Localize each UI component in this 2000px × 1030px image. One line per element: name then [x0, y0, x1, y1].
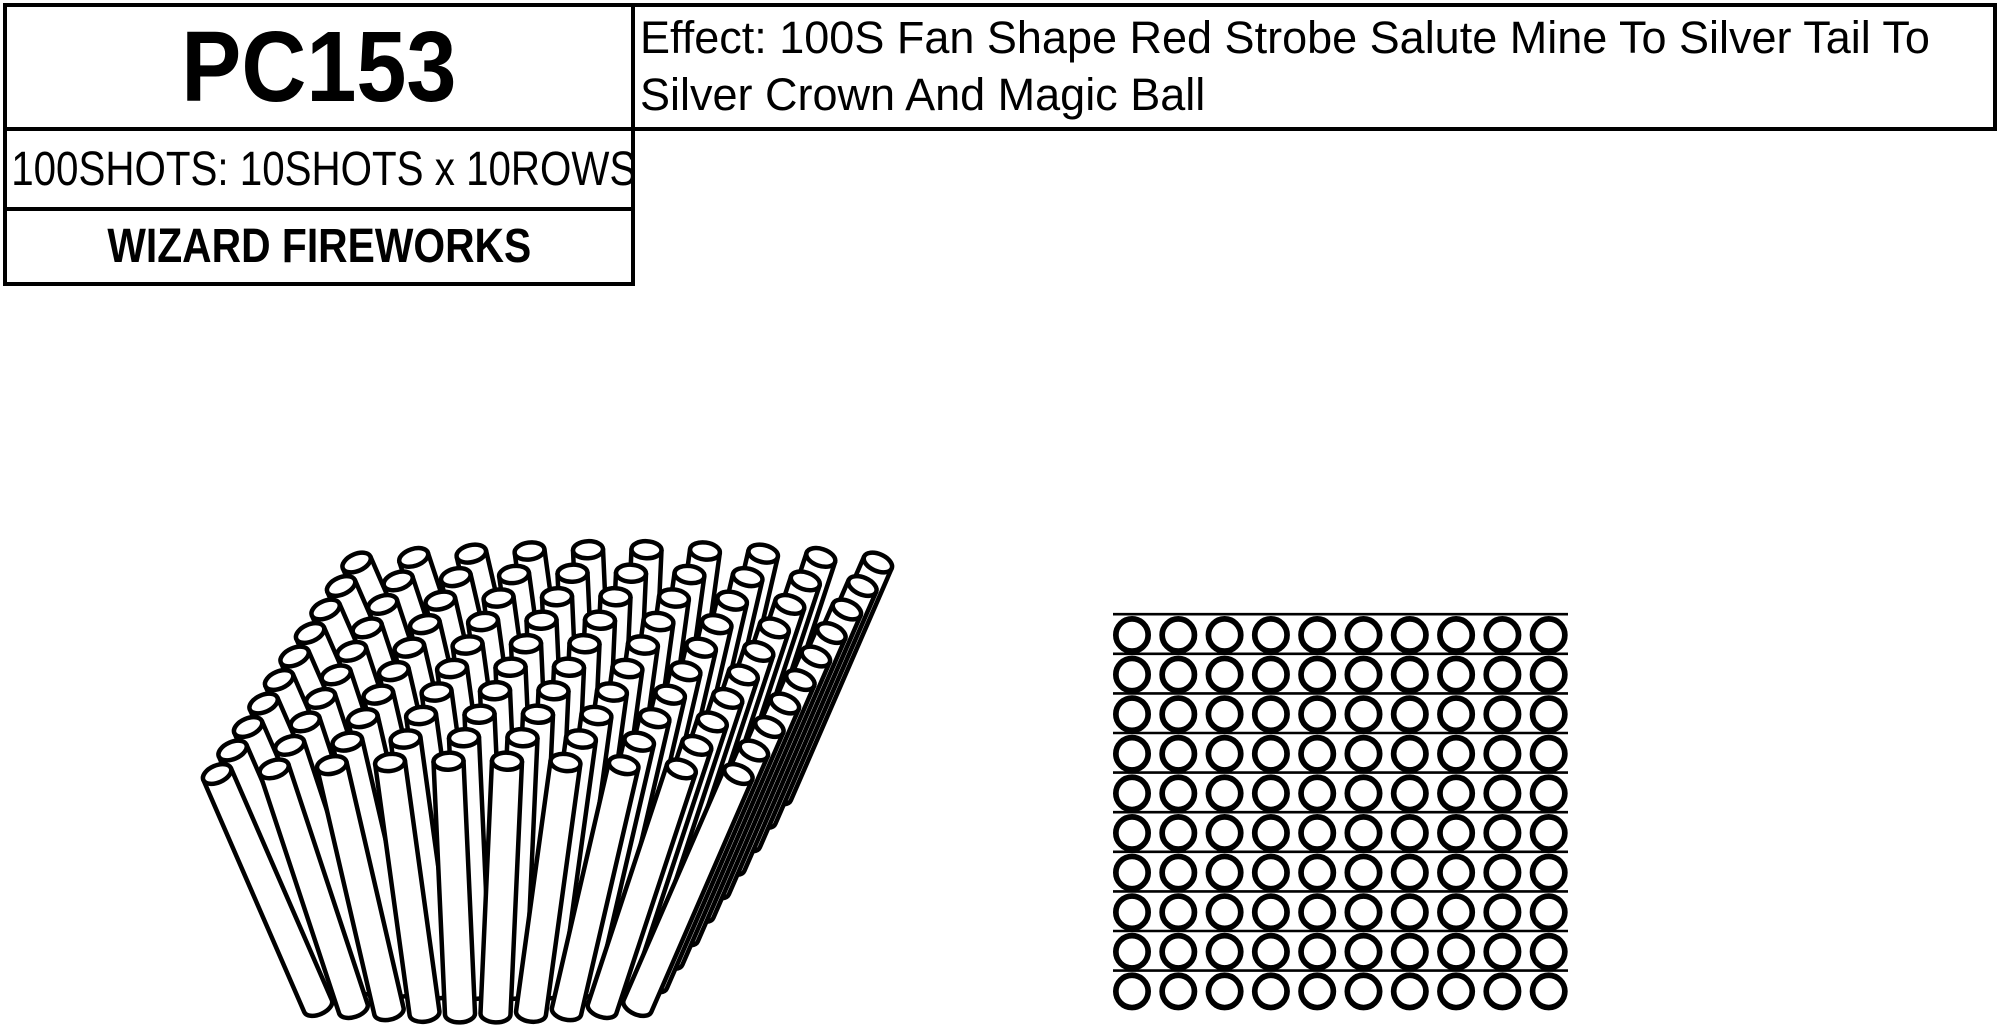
- shots-cell: 100SHOTS: 10SHOTS x 10ROWS: [3, 127, 637, 211]
- brand-cell: WIZARD FIREWORKS: [3, 207, 635, 286]
- effect-cell: Effect: 100S Fan Shape Red Strobe Salute…: [631, 3, 1997, 131]
- brand-text: WIZARD FIREWORKS: [107, 220, 531, 273]
- effect-text: Effect: 100S Fan Shape Red Strobe Salute…: [640, 12, 1930, 120]
- product-code: PC153: [181, 10, 457, 123]
- shots-text: 100SHOTS: 10SHOTS x 10ROWS: [11, 142, 637, 196]
- fan-side-view-diagram: [200, 538, 895, 1025]
- product-code-cell: PC153: [3, 3, 635, 131]
- grid-top-view-diagram: [1112, 612, 1568, 1011]
